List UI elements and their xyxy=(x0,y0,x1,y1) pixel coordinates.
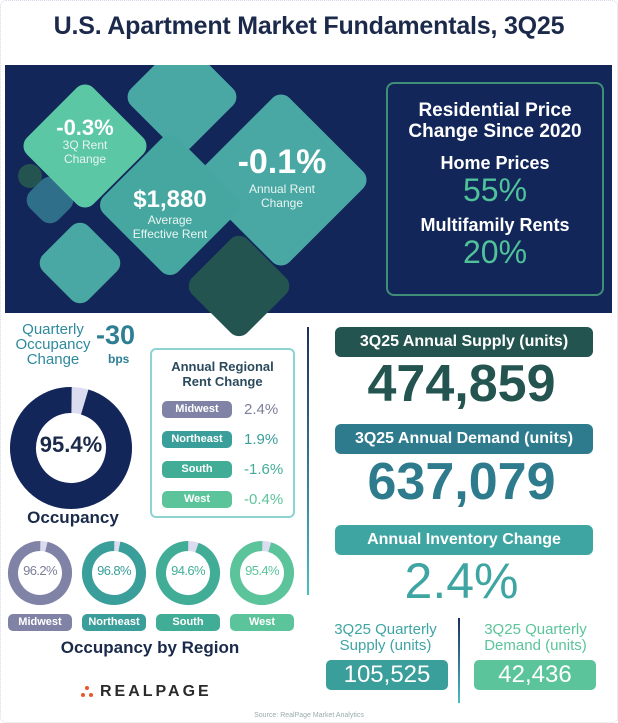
annual-rent-change: -0.1% Annual Rent Change xyxy=(227,145,337,211)
region-pill: South xyxy=(162,461,232,478)
multifamily-rents-label: Multifamily Rents xyxy=(420,215,570,236)
annual-demand-label: 3Q25 Annual Demand (units) xyxy=(335,424,593,454)
quarterly-demand-value: 42,436 xyxy=(474,660,596,690)
divider-line xyxy=(458,618,460,703)
region-pill: Midwest xyxy=(162,401,232,418)
midwest-occupancy-value: 96.2% xyxy=(23,563,57,578)
residential-price-box: Residential Price Change Since 2020 Home… xyxy=(386,82,604,296)
occupancy-donut-chart xyxy=(10,387,132,509)
annual-demand-value: 637,079 xyxy=(367,453,556,511)
occupancy-by-region-label: Occupancy by Region xyxy=(60,638,240,657)
home-prices-label: Home Prices xyxy=(440,152,550,173)
occupancy-label: Occupancy xyxy=(27,508,119,527)
hero-panel: -0.3% 3Q Rent Change -0.1% Annual Rent C… xyxy=(5,65,612,313)
regional-rent-change-box: Annual Regional Rent Change Midwest 2.4%… xyxy=(150,348,295,518)
residential-price-heading: Residential Price Change Since 2020 xyxy=(408,100,582,143)
region-rent-value: 2.4% xyxy=(244,401,279,418)
midwest-occupancy-donut xyxy=(8,541,72,605)
divider-line xyxy=(307,327,309,595)
south-occupancy-value: 94.6% xyxy=(171,563,205,578)
south-occupancy-donut xyxy=(156,541,220,605)
annual-rent-change-value: -0.1% xyxy=(237,143,327,181)
annual-supply-value: 474,859 xyxy=(367,355,556,413)
realpage-logo: REALPAGE xyxy=(80,683,212,701)
region-rent-value: 1.9% xyxy=(244,431,279,448)
quarterly-occupancy-unit: bps xyxy=(108,352,130,366)
regional-rent-row-northeast: Northeast 1.9% xyxy=(162,431,290,449)
annual-supply-label: 3Q25 Annual Supply (units) xyxy=(335,327,593,357)
logo-text: REALPAGE xyxy=(100,683,212,700)
region-pill-west: West xyxy=(230,614,294,631)
home-prices-value: 55% xyxy=(462,171,528,208)
quarterly-supply-value: 105,525 xyxy=(326,660,448,690)
west-occupancy-donut xyxy=(230,541,294,605)
source-note: Source: RealPage Market Analytics xyxy=(254,712,364,719)
multifamily-rents-value: 20% xyxy=(462,234,528,271)
region-pill-northeast: Northeast xyxy=(82,614,146,631)
region-rent-value: -0.4% xyxy=(244,491,284,508)
regional-rent-row-midwest: Midwest 2.4% xyxy=(162,401,290,419)
northeast-occupancy-donut xyxy=(82,541,146,605)
quarterly-occupancy-label: Quarterly Occupancy Change xyxy=(15,321,91,368)
quarterly-supply-label: 3Q25 Quarterly Supply (units) xyxy=(334,621,437,654)
page-title: U.S. Apartment Market Fundamentals, 3Q25 xyxy=(53,12,565,40)
avg-effective-rent-value: $1,880 xyxy=(133,186,207,213)
region-rent-value: -1.6% xyxy=(244,461,284,478)
qtr-rent-change-value: -0.3% xyxy=(56,115,114,140)
regional-rent-row-west: West -0.4% xyxy=(162,491,290,509)
region-pill: West xyxy=(162,491,232,508)
regional-rent-row-south: South -1.6% xyxy=(162,461,290,479)
region-pill: Northeast xyxy=(162,431,232,448)
west-occupancy-value: 95.4% xyxy=(245,563,279,578)
northeast-occupancy-value: 96.8% xyxy=(97,563,131,578)
region-pill-midwest: Midwest xyxy=(8,614,72,631)
avg-effective-rent: $1,880 Average Effective Rent xyxy=(110,188,230,242)
inventory-change-value: 2.4% xyxy=(404,553,519,609)
quarterly-occupancy-value: -30 xyxy=(96,320,136,350)
inventory-change-label: Annual Inventory Change xyxy=(335,525,593,555)
realpage-dots-icon xyxy=(81,686,93,697)
region-pill-south: South xyxy=(156,614,220,631)
qtr-rent-change: -0.3% 3Q Rent Change xyxy=(35,117,135,167)
quarterly-demand-label: 3Q25 Quarterly Demand (units) xyxy=(484,621,587,654)
occupancy-value: 95.4% xyxy=(39,432,103,457)
regional-rent-heading: Annual Regional Rent Change xyxy=(171,359,274,389)
